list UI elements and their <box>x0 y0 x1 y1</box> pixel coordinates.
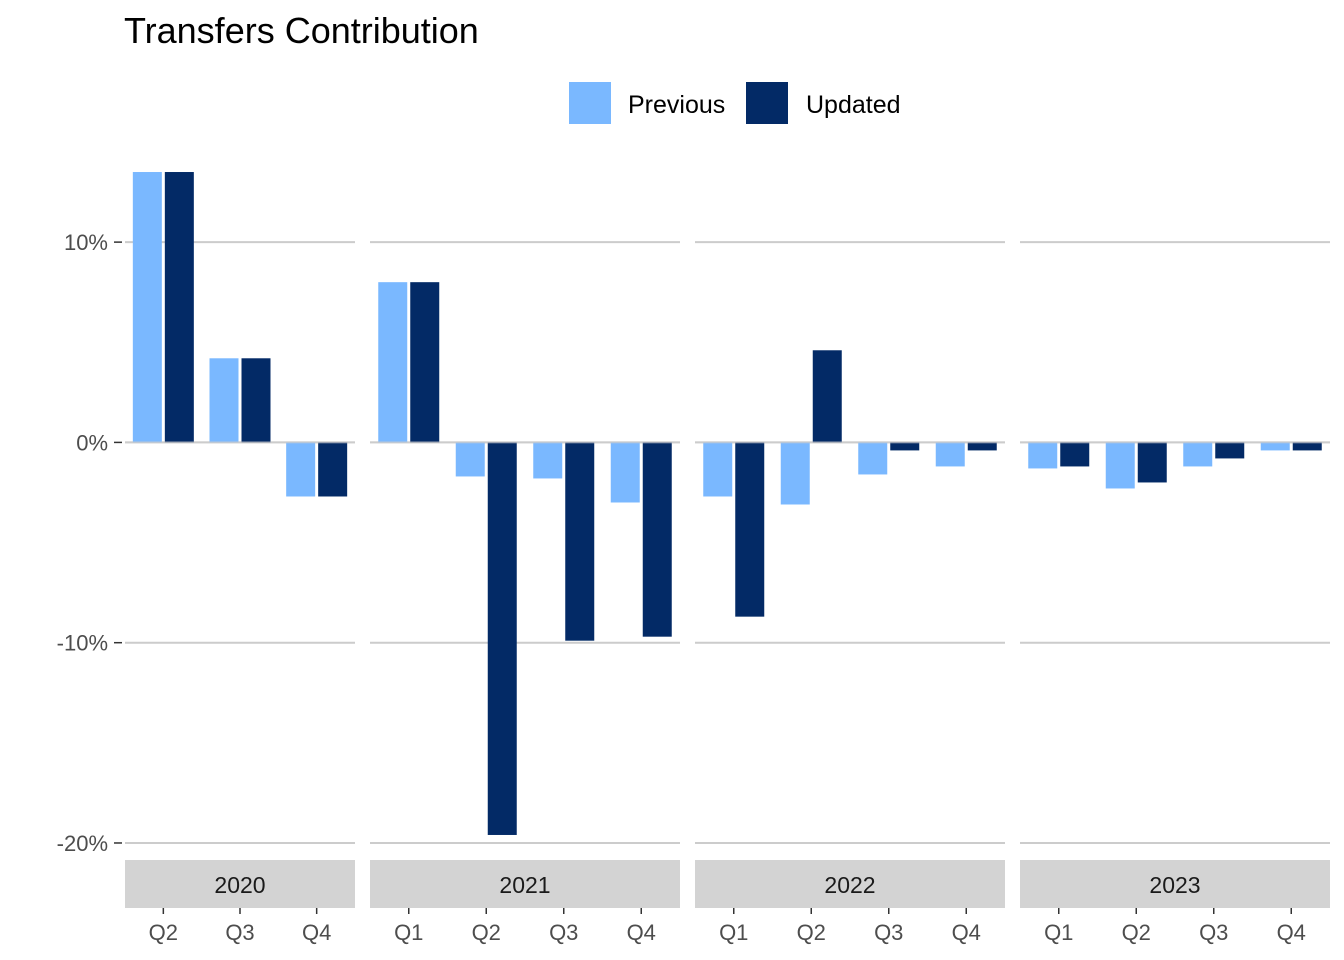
bar-2022-q4-updated <box>967 442 997 451</box>
bar-2020-q2-updated <box>164 172 194 443</box>
bar-2022-q2-updated <box>812 350 842 443</box>
x-tick-label-2021-q3: Q3 <box>549 920 578 945</box>
bar-2022-q1-updated <box>735 442 765 617</box>
legend-swatch-previous <box>569 82 611 124</box>
bar-2021-q1-updated <box>410 282 440 443</box>
legend-swatch-updated <box>746 82 788 124</box>
facet-strip <box>695 860 1005 908</box>
bar-2022-q3-updated <box>890 442 920 451</box>
bar-2020-q4-previous <box>286 442 316 497</box>
x-tick-label-2020-q2: Q2 <box>149 920 178 945</box>
x-tick-label-2023-q2: Q2 <box>1122 920 1151 945</box>
chart-title: Transfers Contribution <box>124 10 479 51</box>
x-tick-label-2021-q1: Q1 <box>394 920 423 945</box>
bar-2022-q3-previous <box>858 442 888 475</box>
bar-2021-q2-updated <box>487 442 517 835</box>
facet-2023: 2023 Q1 Q2 Q3 Q4 <box>1020 241 1330 945</box>
bar-2022-q4-previous <box>935 442 965 467</box>
legend-label-updated: Updated <box>806 91 901 119</box>
bar-2021-q3-previous <box>533 442 563 479</box>
facet-strip-label: 2021 <box>499 872 550 898</box>
y-tick-label-0: 0% <box>76 430 108 455</box>
bar-2021-q3-updated <box>565 442 595 641</box>
bar-2022-q1-previous <box>703 442 733 497</box>
bar-2023-q3-updated <box>1215 442 1245 459</box>
x-tick-label-2022-q1: Q1 <box>719 920 748 945</box>
y-tick-label-20: -20% <box>57 831 108 856</box>
plot-area: 10% 0% -10% -20% 2020 Q2 Q3 Q4 2021 Q1 Q2 Q3 Q4 2022 Q… <box>57 172 1330 945</box>
bar-2020-q2-previous <box>132 172 162 443</box>
bar-2021-q4-updated <box>642 442 672 637</box>
x-tick-label-2023-q1: Q1 <box>1044 920 1073 945</box>
bar-2020-q3-previous <box>209 358 239 443</box>
x-tick-label-2021-q2: Q2 <box>472 920 501 945</box>
facet-strip <box>125 860 355 908</box>
bar-2023-q1-previous <box>1028 442 1058 469</box>
facet-2021: 2021 Q1 Q2 Q3 Q4 <box>370 241 680 945</box>
bar-2020-q3-updated <box>241 358 271 443</box>
x-tick-label-2023-q4: Q4 <box>1277 920 1306 945</box>
x-tick-label-2022-q2: Q2 <box>797 920 826 945</box>
bar-2023-q2-updated <box>1137 442 1167 483</box>
y-tick-label-10: 10% <box>64 230 108 255</box>
legend: Previous Updated <box>569 82 901 124</box>
facet-strip-label: 2020 <box>214 872 265 898</box>
x-tick-label-2021-q4: Q4 <box>627 920 656 945</box>
x-tick-label-2022-q3: Q3 <box>874 920 903 945</box>
facet-strip-label: 2022 <box>824 872 875 898</box>
bar-2023-q4-previous <box>1260 442 1290 451</box>
bar-2021-q1-previous <box>378 282 408 443</box>
facet-2022: 2022 Q1 Q2 Q3 Q4 <box>695 241 1005 945</box>
bar-2021-q2-previous <box>455 442 485 477</box>
x-tick-label-2020-q3: Q3 <box>225 920 254 945</box>
facet-strip <box>370 860 680 908</box>
bar-2023-q2-previous <box>1105 442 1135 489</box>
y-tick-label-10: -10% <box>57 631 108 656</box>
bar-2020-q4-updated <box>318 442 348 497</box>
bar-2023-q4-updated <box>1292 442 1322 451</box>
bar-2022-q2-previous <box>780 442 810 505</box>
facet-strip-label: 2023 <box>1149 872 1200 898</box>
facet-strip <box>1020 860 1330 908</box>
bar-2023-q3-previous <box>1183 442 1213 467</box>
facet-2020: 2020 Q2 Q3 Q4 <box>125 172 355 945</box>
x-tick-label-2022-q4: Q4 <box>952 920 981 945</box>
legend-label-previous: Previous <box>628 91 725 119</box>
x-tick-label-2023-q3: Q3 <box>1199 920 1228 945</box>
x-tick-label-2020-q4: Q4 <box>302 920 331 945</box>
bar-2021-q4-previous <box>610 442 640 503</box>
bar-2023-q1-updated <box>1060 442 1090 467</box>
